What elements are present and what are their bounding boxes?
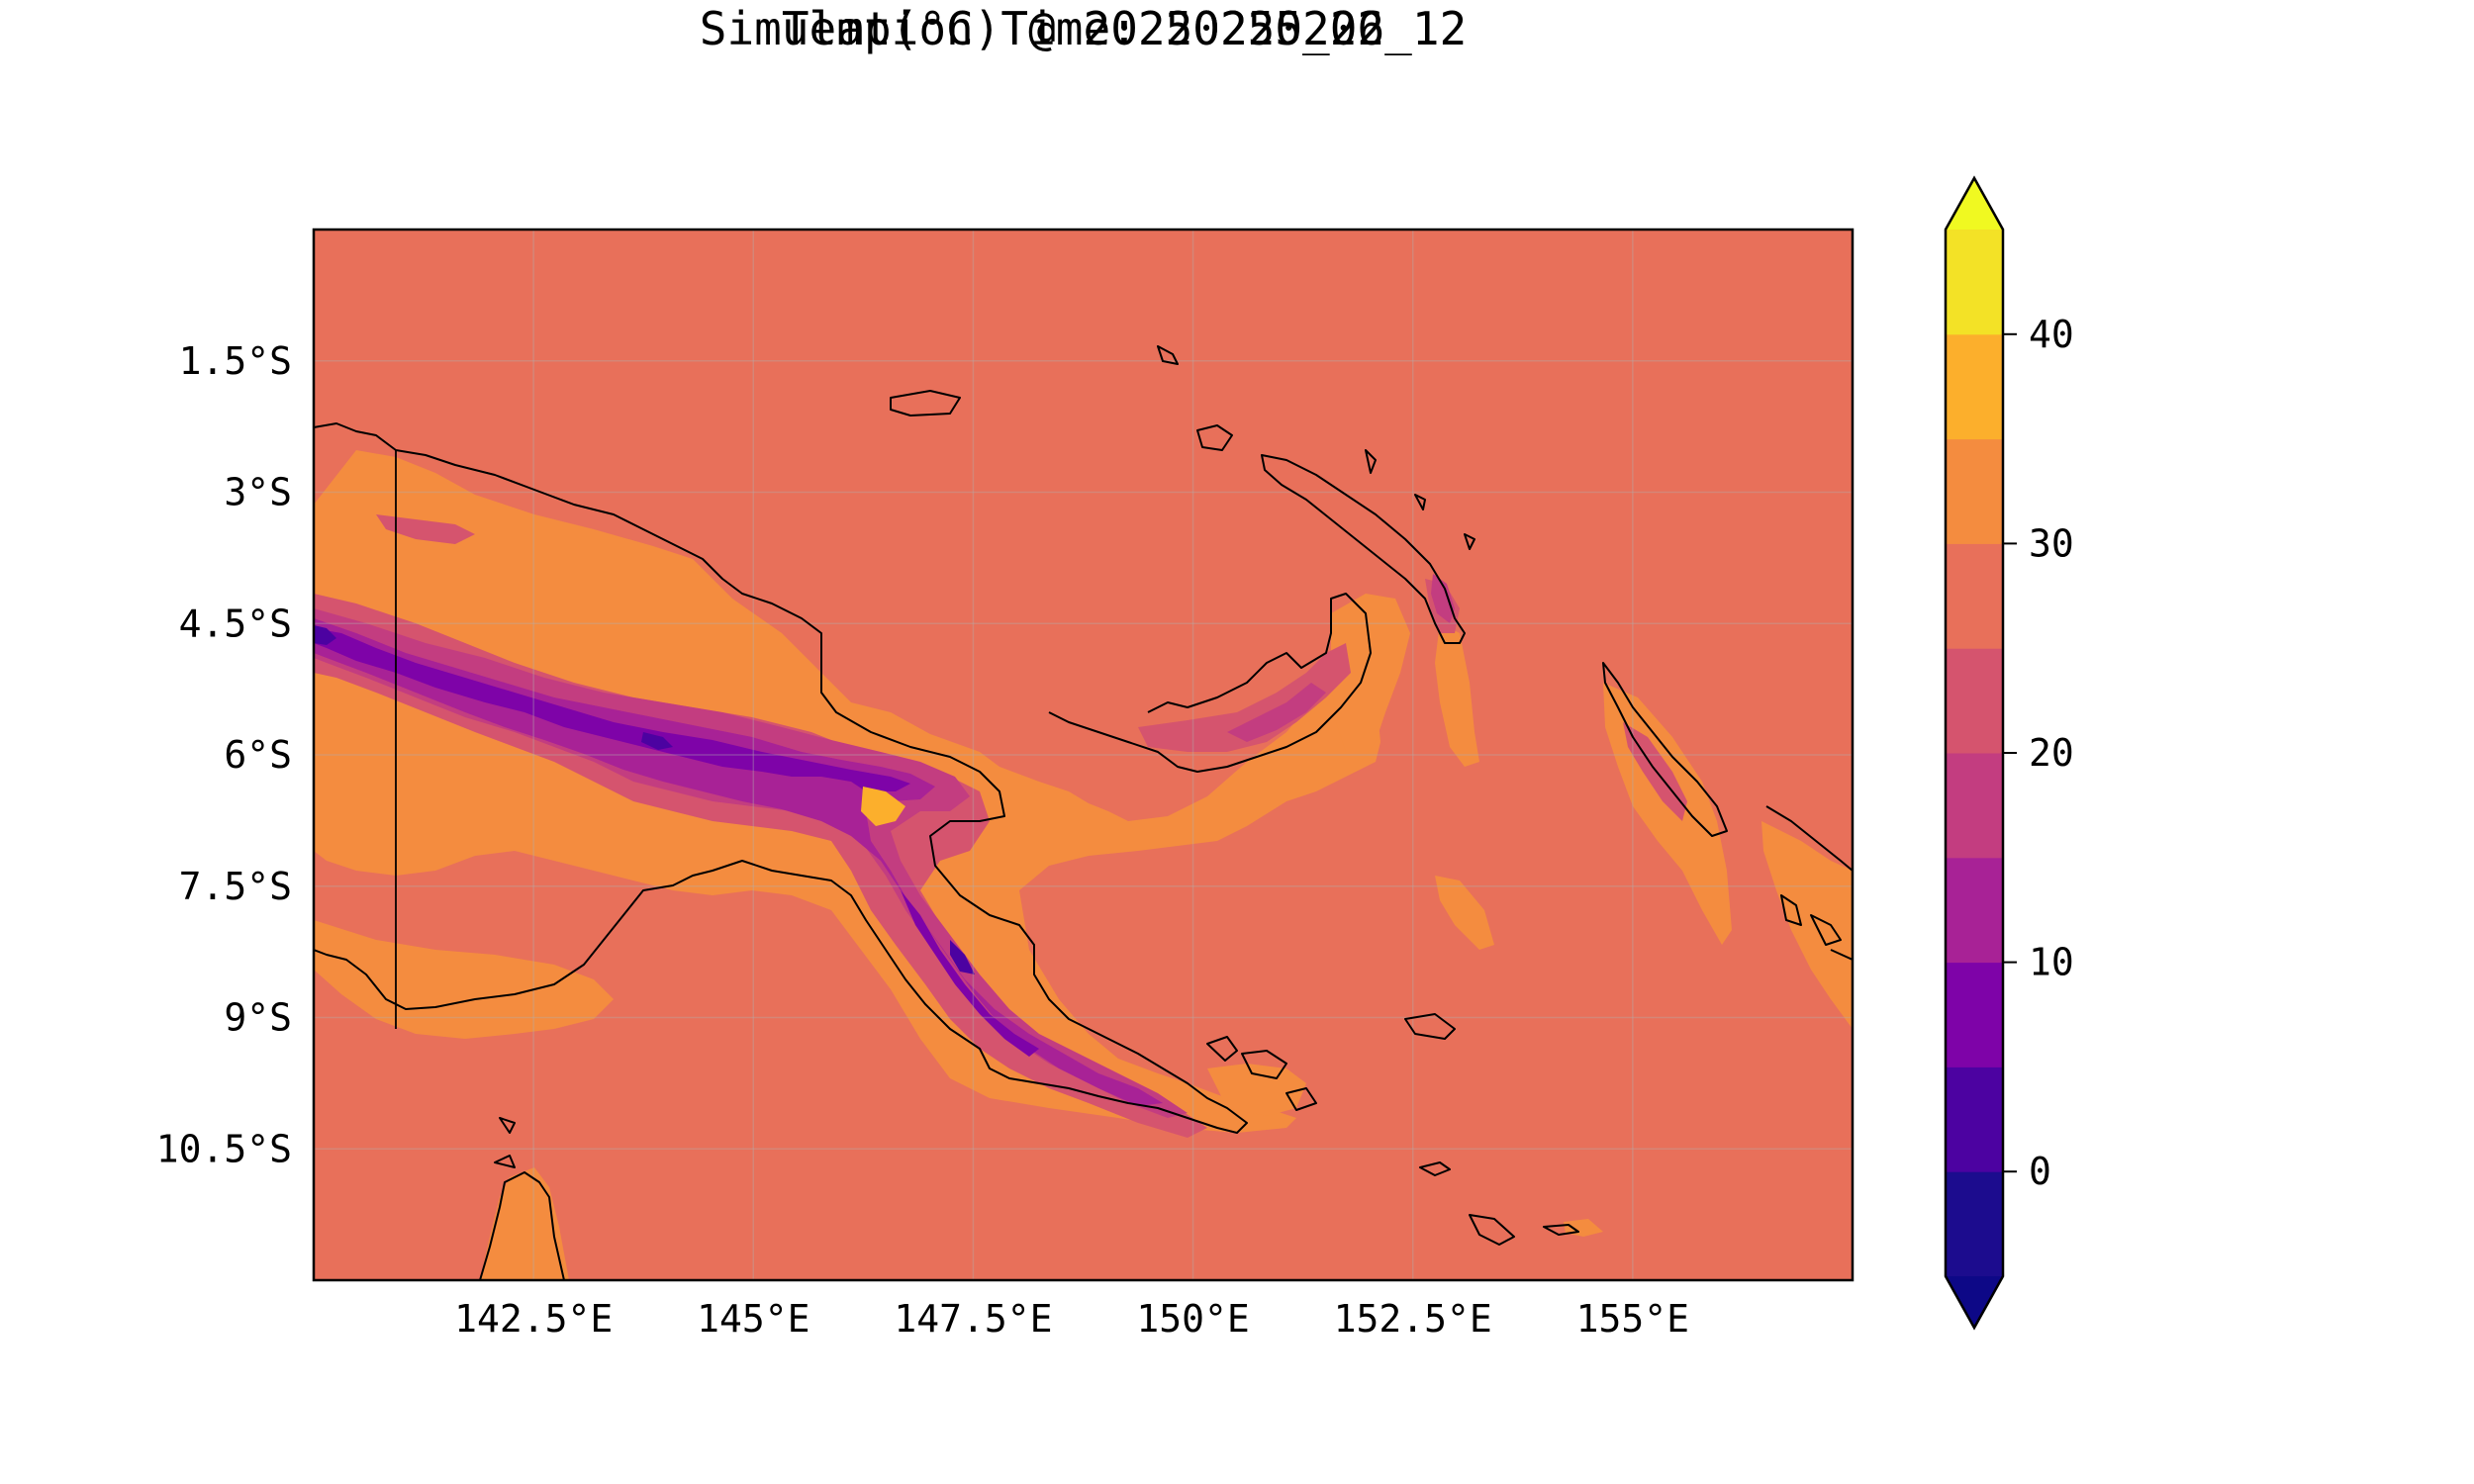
colorbar-tick-label: 40 [2029,313,2074,356]
y-tick-label: 6°S [224,733,292,777]
coastline-cape-york [479,1117,565,1280]
colorbar-tick-label: 10 [2029,941,2074,984]
colorbar-tick-label: 20 [2029,731,2074,775]
x-tick-label: 152.5°E [1334,1297,1492,1341]
colorbar-segment [1946,230,2003,335]
colorbar-segment [1946,753,2003,859]
coastline-solomons [1765,805,1853,961]
colorbar-segment [1946,438,2003,544]
colorbar-segment [1946,543,2003,649]
y-tick-labels: 1.5°S 3°S 4.5°S 6°S 7.5°S 9°S 10.5°S [156,339,292,1171]
y-tick-label: 1.5°S [179,339,292,383]
colorbar-segment [1946,857,2003,964]
contour-band-30-35-new-britain [1331,594,1410,762]
y-tick-label: 9°S [224,996,292,1040]
x-tick-label: 147.5°E [894,1297,1052,1341]
chart-title-line-1: Temp(°C) @ 20250225_06 [781,2,1385,55]
contour-band-30-35-solomons [1761,821,1853,1029]
colorbar-segment [1946,1067,2003,1172]
map-frame [312,228,1855,1282]
x-tick-labels: 142.5°E 145°E 147.5°E 150°E 152.5°E 155°E [454,1297,1689,1341]
contour-band-30-35-south [314,920,614,1039]
map-area[interactable] [314,230,1853,1280]
contour-band-25-30-west-edge [376,514,475,544]
y-tick-label: 10.5°S [156,1127,292,1170]
contour-band-20-25-north-coast [1227,683,1326,742]
contour-band-10-15 [314,628,910,791]
contour-band-30-35-east-streak [1435,876,1494,950]
x-tick-label: 142.5°E [454,1297,613,1341]
colorbar-tick-label: 0 [2029,1150,2051,1193]
colorbar-tick-label: 30 [2029,521,2074,565]
coastline-huon-north [1048,593,1372,773]
coastline-new-ireland [1602,662,1728,837]
colorbar-segment [1946,962,2003,1067]
colorbar-extend-min [1946,1276,2003,1328]
x-tick-label: 150°E [1136,1297,1249,1341]
coastline-islands-east [890,345,1475,550]
coastline-new-guinea-north [314,422,1248,1134]
contour-band-30-35-new-ireland [1435,623,1479,767]
coastline-new-britain [1261,454,1466,644]
contour-band-35-40 [861,787,905,826]
gridlines [314,230,1853,1280]
x-tick-label: 145°E [697,1297,809,1341]
colorbar-segment [1946,648,2003,754]
colorbar: 0 10 20 30 40 [1944,175,2074,1331]
x-tick-label: 155°E [1576,1297,1689,1341]
coastline-louisiade [1404,1013,1579,1246]
peak-temperature-field [314,618,1163,1106]
contour-band-25-30-north-coast [1138,643,1351,752]
coastlines [314,345,1853,1280]
coastline-d-entrecasteaux [1206,1036,1317,1111]
y-tick-label: 7.5°S [179,865,292,908]
colorbar-segment [1946,1171,2003,1277]
chart-title-line-2: Simulation Time: 20250222_12 [699,2,1468,55]
y-tick-label: 4.5°S [179,602,292,645]
colorbar-extend-max [1946,178,2003,230]
colorbar-outline [1944,175,2005,1331]
contour-band-30-35-se-islands [1207,1064,1306,1116]
y-tick-label: 3°S [224,471,292,514]
contour-band-20-25-new-ireland [1431,574,1455,623]
colorbar-segment [1946,333,2003,440]
